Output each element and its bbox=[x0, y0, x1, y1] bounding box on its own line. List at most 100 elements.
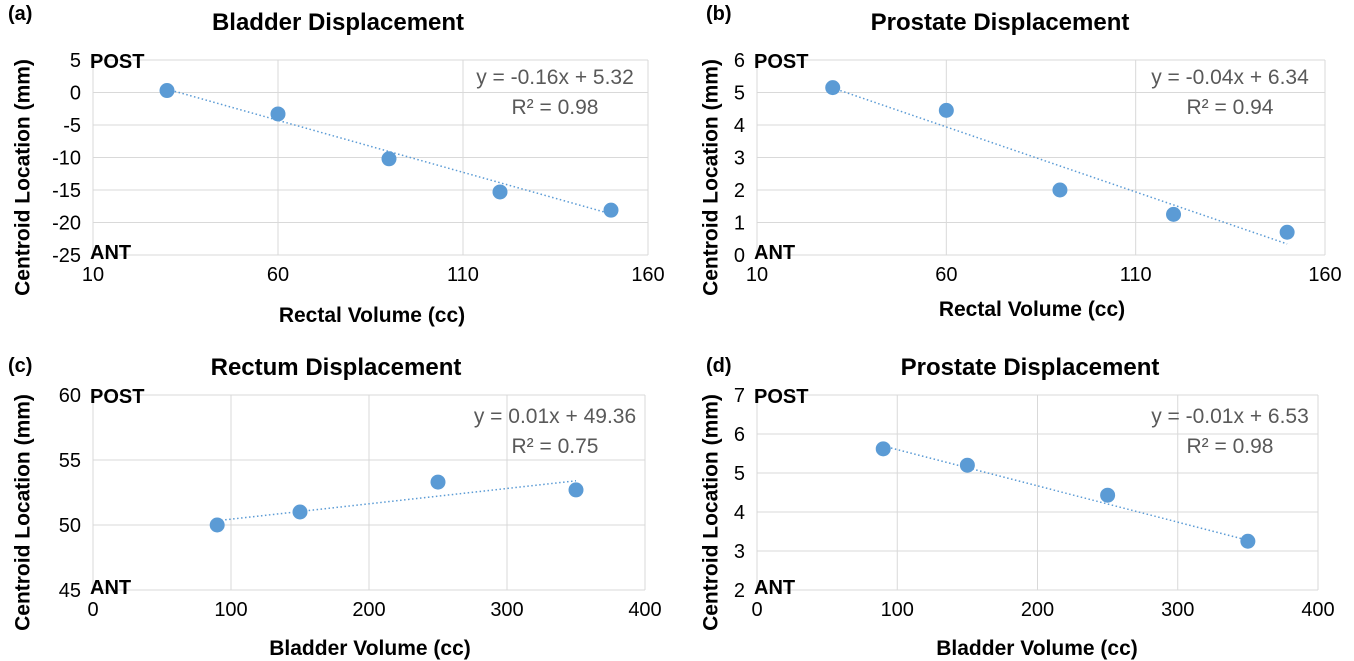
trendline-equation: y = -0.16x + 5.32 bbox=[476, 66, 634, 89]
data-point bbox=[568, 482, 584, 498]
x-tick-label: 400 bbox=[1301, 599, 1334, 621]
trendline bbox=[166, 88, 612, 215]
x-tick-label: 0 bbox=[87, 599, 98, 621]
y-tick-label: 4 bbox=[734, 115, 745, 137]
y-tick-label: 55 bbox=[59, 450, 81, 472]
x-axis-title: Rectal Volume (cc) bbox=[279, 304, 465, 327]
y-bottom-annotation: ANT bbox=[90, 577, 131, 599]
y-tick-label: 0 bbox=[70, 83, 81, 105]
data-point bbox=[381, 151, 397, 167]
x-tick-label: 110 bbox=[1120, 264, 1152, 286]
y-axis-title: Centroid Location (mm) bbox=[700, 394, 723, 631]
x-tick-label: 300 bbox=[1161, 599, 1194, 621]
chart-title: Rectum Displacement bbox=[211, 354, 462, 381]
trendline bbox=[832, 87, 1288, 245]
y-axis-title: Centroid Location (mm) bbox=[12, 394, 35, 631]
trendline bbox=[883, 445, 1249, 542]
y-tick-label: 4 bbox=[734, 502, 745, 524]
trendline-equation: y = -0.01x + 6.53 bbox=[1151, 405, 1309, 428]
panel-label: (d) bbox=[706, 355, 732, 377]
y-tick-label: 6 bbox=[734, 424, 745, 446]
y-tick-label: 50 bbox=[59, 515, 81, 537]
x-tick-label: 160 bbox=[1308, 264, 1341, 286]
r-squared-label: R² = 0.98 bbox=[1187, 435, 1274, 458]
x-tick-label: 60 bbox=[267, 264, 289, 286]
chart-panel-4: 0 100 200 300 400 2 3 4 5 6 7 POST ANT y = -0.01x + 6… bbox=[700, 354, 1335, 660]
data-point bbox=[603, 202, 619, 218]
r-squared-label: R² = 0.94 bbox=[1187, 96, 1274, 119]
y-tick-label: 5 bbox=[70, 50, 81, 72]
data-point bbox=[938, 102, 954, 118]
data-point bbox=[875, 441, 891, 457]
y-bottom-annotation: ANT bbox=[754, 577, 795, 599]
data-point bbox=[492, 184, 508, 200]
data-point bbox=[1100, 487, 1116, 503]
data-point bbox=[159, 83, 175, 99]
x-tick-label: 200 bbox=[352, 599, 385, 621]
y-tick-label: 1 bbox=[734, 213, 745, 235]
y-tick-label: 2 bbox=[734, 180, 745, 202]
y-tick-label: 7 bbox=[734, 385, 745, 407]
y-top-annotation: POST bbox=[90, 51, 144, 73]
data-point bbox=[1052, 182, 1068, 198]
panel-label: (a) bbox=[8, 3, 32, 25]
y-tick-label: 5 bbox=[734, 463, 745, 485]
y-tick-label: -25 bbox=[52, 245, 81, 267]
x-tick-label: 160 bbox=[631, 264, 664, 286]
chart-panel-3: 0 100 200 300 400 45 50 55 60 POST ANT y = 0.01x + … bbox=[8, 354, 662, 660]
r-squared-label: R² = 0.75 bbox=[512, 435, 599, 458]
y-tick-label: -10 bbox=[52, 148, 81, 170]
data-point bbox=[292, 504, 308, 520]
y-tick-label: -15 bbox=[52, 180, 81, 202]
x-tick-label: 110 bbox=[447, 264, 479, 286]
panel-label: (c) bbox=[8, 355, 32, 377]
y-top-annotation: POST bbox=[754, 386, 808, 408]
trendline-equation: y = 0.01x + 49.36 bbox=[474, 405, 636, 428]
x-tick-label: 100 bbox=[214, 599, 247, 621]
y-bottom-annotation: ANT bbox=[90, 242, 131, 264]
y-axis-title: Centroid Location (mm) bbox=[700, 59, 723, 296]
chart-title: Prostate Displacement bbox=[871, 9, 1130, 36]
x-tick-label: 10 bbox=[746, 264, 768, 286]
data-point bbox=[270, 106, 286, 122]
data-point bbox=[1240, 533, 1256, 549]
x-axis-title: Bladder Volume (cc) bbox=[269, 637, 471, 660]
x-tick-label: 200 bbox=[1021, 599, 1054, 621]
trendline-equation: y = -0.04x + 6.34 bbox=[1151, 66, 1309, 89]
x-tick-label: 400 bbox=[628, 599, 661, 621]
y-tick-label: 2 bbox=[734, 580, 745, 602]
y-tick-label: -5 bbox=[63, 115, 81, 137]
y-tick-label: -20 bbox=[52, 213, 81, 235]
y-top-annotation: POST bbox=[754, 51, 808, 73]
r-squared-label: R² = 0.98 bbox=[512, 96, 599, 119]
y-bottom-annotation: ANT bbox=[754, 242, 795, 264]
chart-title: Prostate Displacement bbox=[901, 354, 1160, 381]
y-tick-label: 3 bbox=[734, 148, 745, 170]
chart-panel-2: 10 60 110 160 0 1 2 3 4 5 6 POST ANT y = -0.04x + 6.3… bbox=[700, 3, 1342, 321]
x-tick-label: 10 bbox=[82, 264, 104, 286]
y-tick-label: 60 bbox=[59, 385, 81, 407]
y-axis-title: Centroid Location (mm) bbox=[12, 59, 35, 296]
chart-title: Bladder Displacement bbox=[212, 9, 464, 36]
y-tick-label: 5 bbox=[734, 83, 745, 105]
data-point bbox=[1279, 224, 1295, 240]
data-point bbox=[430, 474, 446, 490]
data-point bbox=[825, 80, 841, 96]
y-tick-label: 3 bbox=[734, 541, 745, 563]
trendline bbox=[217, 480, 577, 522]
x-tick-label: 100 bbox=[881, 599, 914, 621]
y-top-annotation: POST bbox=[90, 386, 144, 408]
x-tick-label: 300 bbox=[490, 599, 523, 621]
data-point bbox=[1166, 206, 1182, 222]
x-tick-label: 60 bbox=[935, 264, 957, 286]
data-point bbox=[209, 517, 225, 533]
y-tick-label: 6 bbox=[734, 50, 745, 72]
y-tick-label: 45 bbox=[59, 580, 81, 602]
data-point bbox=[959, 457, 975, 473]
x-tick-label: 0 bbox=[751, 599, 762, 621]
x-axis-title: Bladder Volume (cc) bbox=[936, 637, 1138, 660]
panel-label: (b) bbox=[706, 3, 732, 25]
y-tick-label: 0 bbox=[734, 245, 745, 267]
x-axis-title: Rectal Volume (cc) bbox=[939, 298, 1125, 321]
